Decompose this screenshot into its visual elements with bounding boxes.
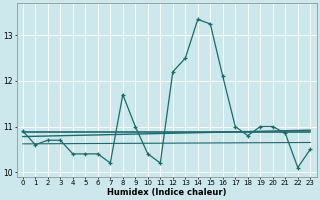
X-axis label: Humidex (Indice chaleur): Humidex (Indice chaleur) xyxy=(107,188,226,197)
